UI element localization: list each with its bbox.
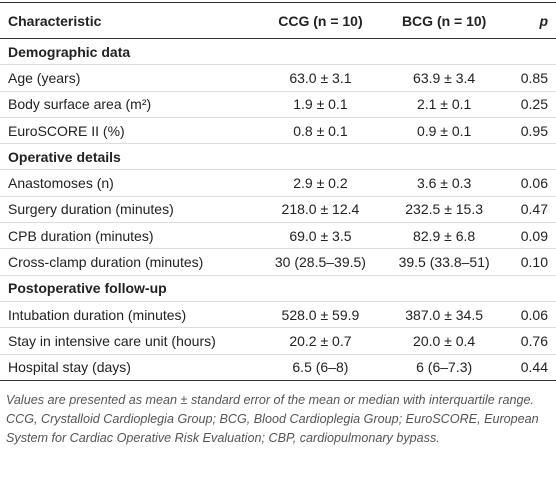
section-row: Postoperative follow-up [0,275,556,302]
table-cell: 6.5 (6–8) [258,354,383,381]
table-row: Intubation duration (minutes) 528.0 ± 59.… [0,301,556,329]
table-row: Anastomoses (n) 2.9 ± 0.2 3.6 ± 0.3 0.06 [0,169,556,197]
table-cell: Intubation duration (minutes) [0,301,259,329]
column-header: p [506,2,556,39]
table-cell: 0.76 [506,327,556,355]
table-cell: Cross-clamp duration (minutes) [0,248,259,276]
table-cell: 232.5 ± 15.3 [382,196,506,224]
table-row: EuroSCORE II (%) 0.8 ± 0.1 0.9 ± 0.1 0.95 [0,117,556,145]
table-cell: 0.09 [506,222,556,250]
table-cell: 63.0 ± 3.1 [258,64,383,92]
table-cell: 2.1 ± 0.1 [382,91,506,118]
section-title: Postoperative follow-up [0,275,556,302]
table-cell: 20.0 ± 0.4 [382,327,506,355]
table-cell: 387.0 ± 34.5 [382,301,506,329]
table-cell: 0.9 ± 0.1 [382,117,506,145]
table-cell: 0.06 [506,301,556,329]
table-cell: Surgery duration (minutes) [0,196,259,224]
table-cell: 69.0 ± 3.5 [258,222,383,250]
table-cell: Anastomoses (n) [0,169,259,197]
table-cell: Age (years) [0,64,259,92]
table-cell: 20.2 ± 0.7 [258,327,383,355]
table-cell: 0.95 [506,117,556,145]
column-header: Characteristic [0,2,259,39]
table-row: Cross-clamp duration (minutes) 30 (28.5–3… [0,248,556,276]
section-title: Demographic data [0,38,556,66]
section-row: Demographic data [0,38,556,66]
table-cell: 82.9 ± 6.8 [382,222,506,250]
table-cell: 6 (6–7.3) [382,354,506,381]
column-header: BCG (n = 10) [382,2,506,39]
data-table: Characteristic CCG (n = 10) BCG (n = 10) p D… [0,2,556,381]
table-cell: Body surface area (m²) [0,91,259,118]
table-cell: 1.9 ± 0.1 [258,91,383,118]
footnote: Values are presented as mean ± standard … [6,392,539,445]
table-cell: EuroSCORE II (%) [0,117,259,145]
table-cell: 218.0 ± 12.4 [258,196,383,224]
section-title: Operative details [0,143,556,171]
table-cell: 2.9 ± 0.2 [258,169,383,197]
table-cell: 30 (28.5–39.5) [258,248,383,276]
table-row: Stay in intensive care unit (hours) 20.2 … [0,327,556,355]
table-row: Hospital stay (days) 6.5 (6–8) 6 (6–7.3) 0.… [0,354,556,381]
table-cell: 0.8 ± 0.1 [258,117,383,145]
table-cell: 0.47 [506,196,556,224]
table-cell: 3.6 ± 0.3 [382,169,506,197]
table-row: Age (years) 63.0 ± 3.1 63.9 ± 3.4 0.85 [0,64,556,92]
table-cell: 0.44 [506,354,556,381]
table-row: Body surface area (m²) 1.9 ± 0.1 2.1 ± 0.1… [0,91,556,118]
table-cell: CPB duration (minutes) [0,222,259,250]
table-cell: 39.5 (33.8–51) [382,248,506,276]
table-cell: 0.10 [506,248,556,276]
table-cell: 528.0 ± 59.9 [258,301,383,329]
table-cell: 0.85 [506,64,556,92]
table-row: CPB duration (minutes) 69.0 ± 3.5 82.9 ± 6… [0,222,556,250]
section-row: Operative details [0,143,556,171]
table-row: Surgery duration (minutes) 218.0 ± 12.4 23… [0,196,556,224]
column-header: CCG (n = 10) [258,2,383,39]
table-cell: 0.06 [506,169,556,197]
table-cell: 0.25 [506,91,556,118]
table-cell: Stay in intensive care unit (hours) [0,327,259,355]
table-cell: 63.9 ± 3.4 [382,64,506,92]
table-cell: Hospital stay (days) [0,354,259,381]
